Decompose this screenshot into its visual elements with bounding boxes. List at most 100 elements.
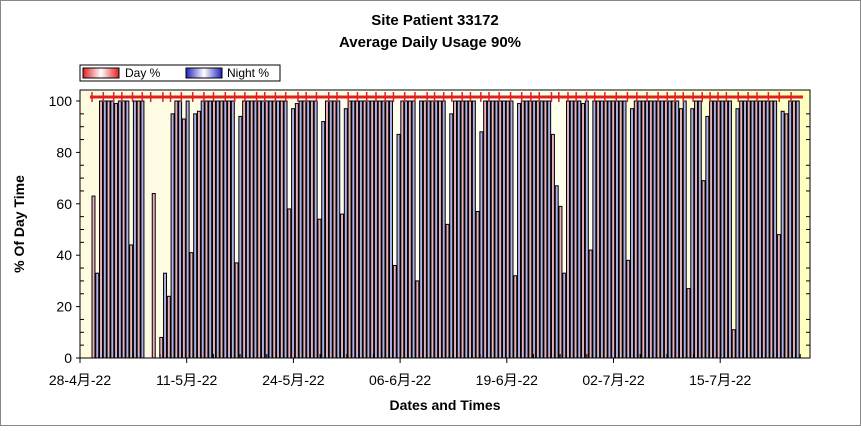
bar-day: [709, 100, 714, 359]
bar-day: [340, 213, 345, 359]
bar-night: [389, 100, 393, 359]
bar-day: [769, 100, 774, 359]
bar-night: [501, 100, 506, 359]
bar-night: [200, 100, 205, 359]
x-tick-label: 19-6月-22: [476, 372, 538, 388]
y-tick-label: 20: [56, 299, 72, 315]
bar-night: [185, 100, 190, 359]
bar-day: [445, 223, 450, 359]
bar-day: [324, 100, 329, 359]
bar-night: [102, 100, 107, 359]
bar-night: [562, 272, 567, 359]
bar-night: [336, 100, 341, 359]
bar-night: [614, 100, 619, 359]
bar-night: [758, 100, 763, 359]
bar-night: [117, 100, 122, 359]
bar-night: [584, 100, 589, 359]
bar-night: [690, 108, 695, 359]
bar-night: [230, 100, 235, 359]
bar-day: [189, 252, 194, 359]
bar-day: [739, 100, 744, 359]
bar-night: [366, 100, 371, 359]
bar-day: [234, 262, 239, 359]
bar-night: [464, 100, 469, 359]
bar-night: [373, 100, 378, 359]
bar-night: [750, 100, 755, 359]
bar-day: [581, 103, 586, 359]
bar-day: [475, 211, 480, 359]
bar-night: [765, 100, 770, 359]
bar-day: [242, 100, 247, 359]
bar-night: [358, 100, 363, 359]
bar-day: [106, 100, 111, 359]
bar-day: [212, 100, 216, 359]
legend: Day % Night %: [79, 64, 281, 82]
bar-night: [486, 100, 491, 359]
bar-night: [735, 108, 740, 359]
bar-night: [441, 100, 446, 359]
bar-day: [279, 100, 284, 359]
bar-day: [558, 205, 563, 359]
bar-night: [607, 100, 612, 359]
bar-day: [332, 100, 337, 359]
bar-day: [422, 100, 427, 359]
bar-day: [400, 100, 405, 359]
bar-day: [596, 100, 601, 359]
x-axis-label: Dates and Times: [389, 397, 500, 413]
bar-day: [347, 100, 352, 359]
bar-night: [381, 100, 386, 359]
bar-night: [140, 100, 145, 359]
bar-day: [174, 100, 179, 359]
bar-day: [701, 180, 706, 359]
bar-day: [249, 100, 254, 359]
bar-day: [159, 336, 164, 359]
bar-day: [573, 100, 578, 359]
bar-night: [675, 100, 680, 359]
bar-day: [166, 295, 171, 359]
bar-night: [223, 100, 228, 359]
bar-night: [298, 100, 303, 359]
bar-day: [761, 100, 766, 359]
bar-day: [588, 249, 593, 359]
bar-night: [260, 100, 265, 359]
bar-day: [309, 100, 314, 359]
bar-night: [780, 110, 785, 359]
bar-day: [317, 218, 322, 359]
bar-night: [321, 121, 326, 359]
bar-day: [528, 100, 533, 359]
bar-night: [208, 100, 213, 359]
bar-day: [776, 234, 781, 359]
bar-night: [449, 113, 454, 359]
bar-night: [328, 100, 333, 359]
bar-night: [652, 100, 657, 359]
bar-day: [219, 100, 224, 359]
bar-night: [178, 100, 183, 359]
bar-day: [355, 100, 360, 359]
bar-night: [705, 115, 710, 359]
bar-night: [291, 108, 296, 359]
bar-day: [611, 100, 616, 359]
bar-day: [392, 264, 397, 359]
bar-night: [426, 100, 431, 359]
bar-day: [483, 100, 488, 359]
x-tick-label: 11-5月-22: [156, 372, 217, 388]
bar-night: [532, 100, 537, 359]
bar-day: [731, 329, 736, 359]
legend-label-day: Day %: [125, 66, 161, 80]
bar-day: [603, 100, 608, 359]
bar-day: [716, 100, 721, 359]
bar-night: [667, 100, 672, 359]
bar-day: [566, 100, 570, 359]
bar-day: [513, 275, 518, 359]
bar-day: [430, 100, 435, 359]
bar-night: [720, 100, 725, 359]
bar-night: [788, 100, 793, 359]
bar-night: [554, 185, 559, 359]
bar-night: [494, 100, 499, 359]
bar-night: [343, 108, 348, 359]
y-tick-label: 0: [64, 350, 72, 366]
y-tick-label: 40: [56, 247, 72, 263]
bar-night: [276, 100, 280, 359]
bar-day: [181, 118, 186, 359]
